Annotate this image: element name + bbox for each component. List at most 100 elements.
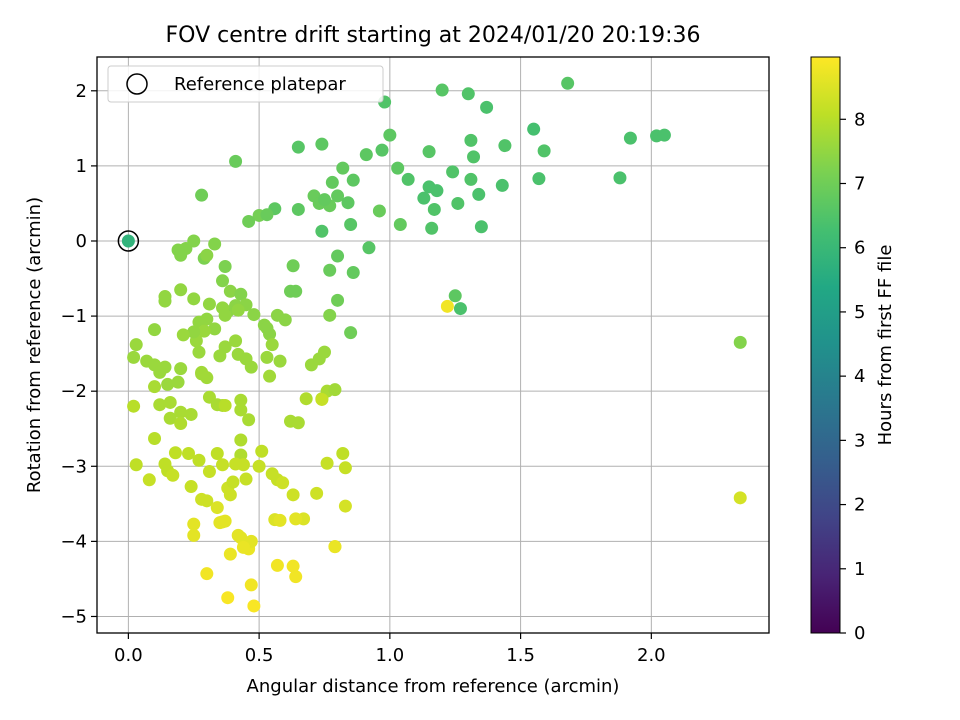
data-point: [359, 148, 373, 162]
data-point: [213, 516, 227, 530]
data-point: [260, 208, 274, 222]
colorbar-tick-label: 6: [854, 238, 865, 259]
data-point: [315, 392, 329, 406]
data-point: [315, 137, 329, 151]
data-point: [464, 172, 478, 186]
data-point: [278, 313, 292, 327]
data-point: [317, 193, 331, 207]
data-point: [168, 446, 182, 460]
y-tick-label: −2: [60, 381, 87, 402]
data-point: [234, 433, 248, 447]
data-point: [208, 322, 222, 336]
data-point: [142, 473, 156, 487]
legend-marker-open-circle: [126, 73, 148, 95]
data-point: [174, 405, 188, 419]
colorbar-tick-label: 5: [854, 302, 865, 323]
plot-frame: [96, 56, 770, 634]
data-point: [291, 416, 305, 430]
colorbar-tick-label: 0: [854, 623, 865, 644]
colorbar-tick-label: 3: [854, 430, 865, 451]
y-axis-label: Rotation from reference (arcmin): [24, 197, 45, 493]
data-point: [331, 293, 345, 307]
data-point: [453, 302, 467, 316]
data-point: [127, 350, 141, 364]
data-point: [328, 383, 342, 397]
colorbar-tick-label: 2: [854, 495, 865, 516]
data-point: [218, 308, 232, 322]
x-tick-label: 2.0: [637, 645, 666, 666]
data-point: [221, 591, 235, 605]
data-point: [210, 501, 224, 515]
data-point: [234, 393, 248, 407]
data-point: [480, 100, 494, 114]
data-point: [216, 274, 230, 288]
data-point: [210, 447, 224, 461]
data-point: [289, 570, 303, 584]
data-point: [286, 488, 300, 502]
data-point: [289, 512, 303, 526]
data-point: [192, 453, 206, 467]
data-point: [310, 486, 324, 500]
data-point: [263, 369, 277, 383]
data-point: [325, 175, 339, 189]
data-point: [247, 308, 261, 322]
data-point: [417, 191, 431, 205]
x-tick-label: 1.5: [506, 645, 535, 666]
colorbar-tick-label: 4: [854, 366, 865, 387]
data-point: [448, 289, 462, 303]
data-point: [346, 266, 360, 280]
data-point: [422, 145, 436, 159]
data-point: [498, 139, 512, 153]
data-point: [200, 494, 214, 508]
data-point: [153, 365, 167, 379]
data-point: [218, 340, 232, 354]
data-point: [252, 459, 266, 473]
data-point: [202, 465, 216, 479]
data-point: [263, 327, 277, 341]
data-point: [260, 350, 274, 364]
data-point: [148, 323, 162, 337]
x-tick-label: 0.0: [114, 645, 143, 666]
data-point: [174, 248, 188, 262]
data-point: [623, 131, 637, 145]
y-tick-label: −1: [60, 306, 87, 327]
data-point: [187, 325, 201, 339]
data-point: [187, 234, 201, 248]
colorbar-tick-label: 1: [854, 559, 865, 580]
data-point: [331, 189, 345, 203]
data-point: [148, 380, 162, 394]
x-tick-label: 1.0: [376, 645, 405, 666]
data-point: [273, 513, 287, 527]
data-point: [299, 392, 313, 406]
data-point: [218, 260, 232, 274]
colorbar-gradient: [810, 56, 841, 634]
data-point: [474, 220, 488, 234]
y-tick-label: −3: [60, 456, 87, 477]
data-point: [216, 458, 230, 472]
y-tick-label: −5: [60, 606, 87, 627]
data-point: [223, 488, 237, 502]
data-point: [121, 234, 135, 248]
data-point: [129, 458, 143, 472]
data-point: [218, 398, 232, 412]
data-point: [129, 338, 143, 352]
y-tick-label: 2: [76, 81, 87, 102]
data-point: [733, 491, 747, 505]
data-point: [276, 476, 290, 490]
legend-label: Reference platepar: [174, 74, 346, 95]
data-point: [148, 431, 162, 445]
data-point: [229, 457, 243, 471]
data-point: [561, 76, 575, 90]
colorbar-tick-label: 8: [854, 109, 865, 130]
data-point: [231, 528, 245, 542]
data-point: [286, 559, 300, 573]
data-point: [440, 299, 454, 313]
data-point: [289, 284, 303, 298]
data-point: [733, 335, 747, 349]
y-tick-label: 1: [76, 156, 87, 177]
y-tick-label: −4: [60, 531, 87, 552]
data-point: [223, 284, 237, 298]
data-point: [161, 377, 175, 391]
data-point: [202, 297, 216, 311]
data-point: [226, 475, 240, 489]
